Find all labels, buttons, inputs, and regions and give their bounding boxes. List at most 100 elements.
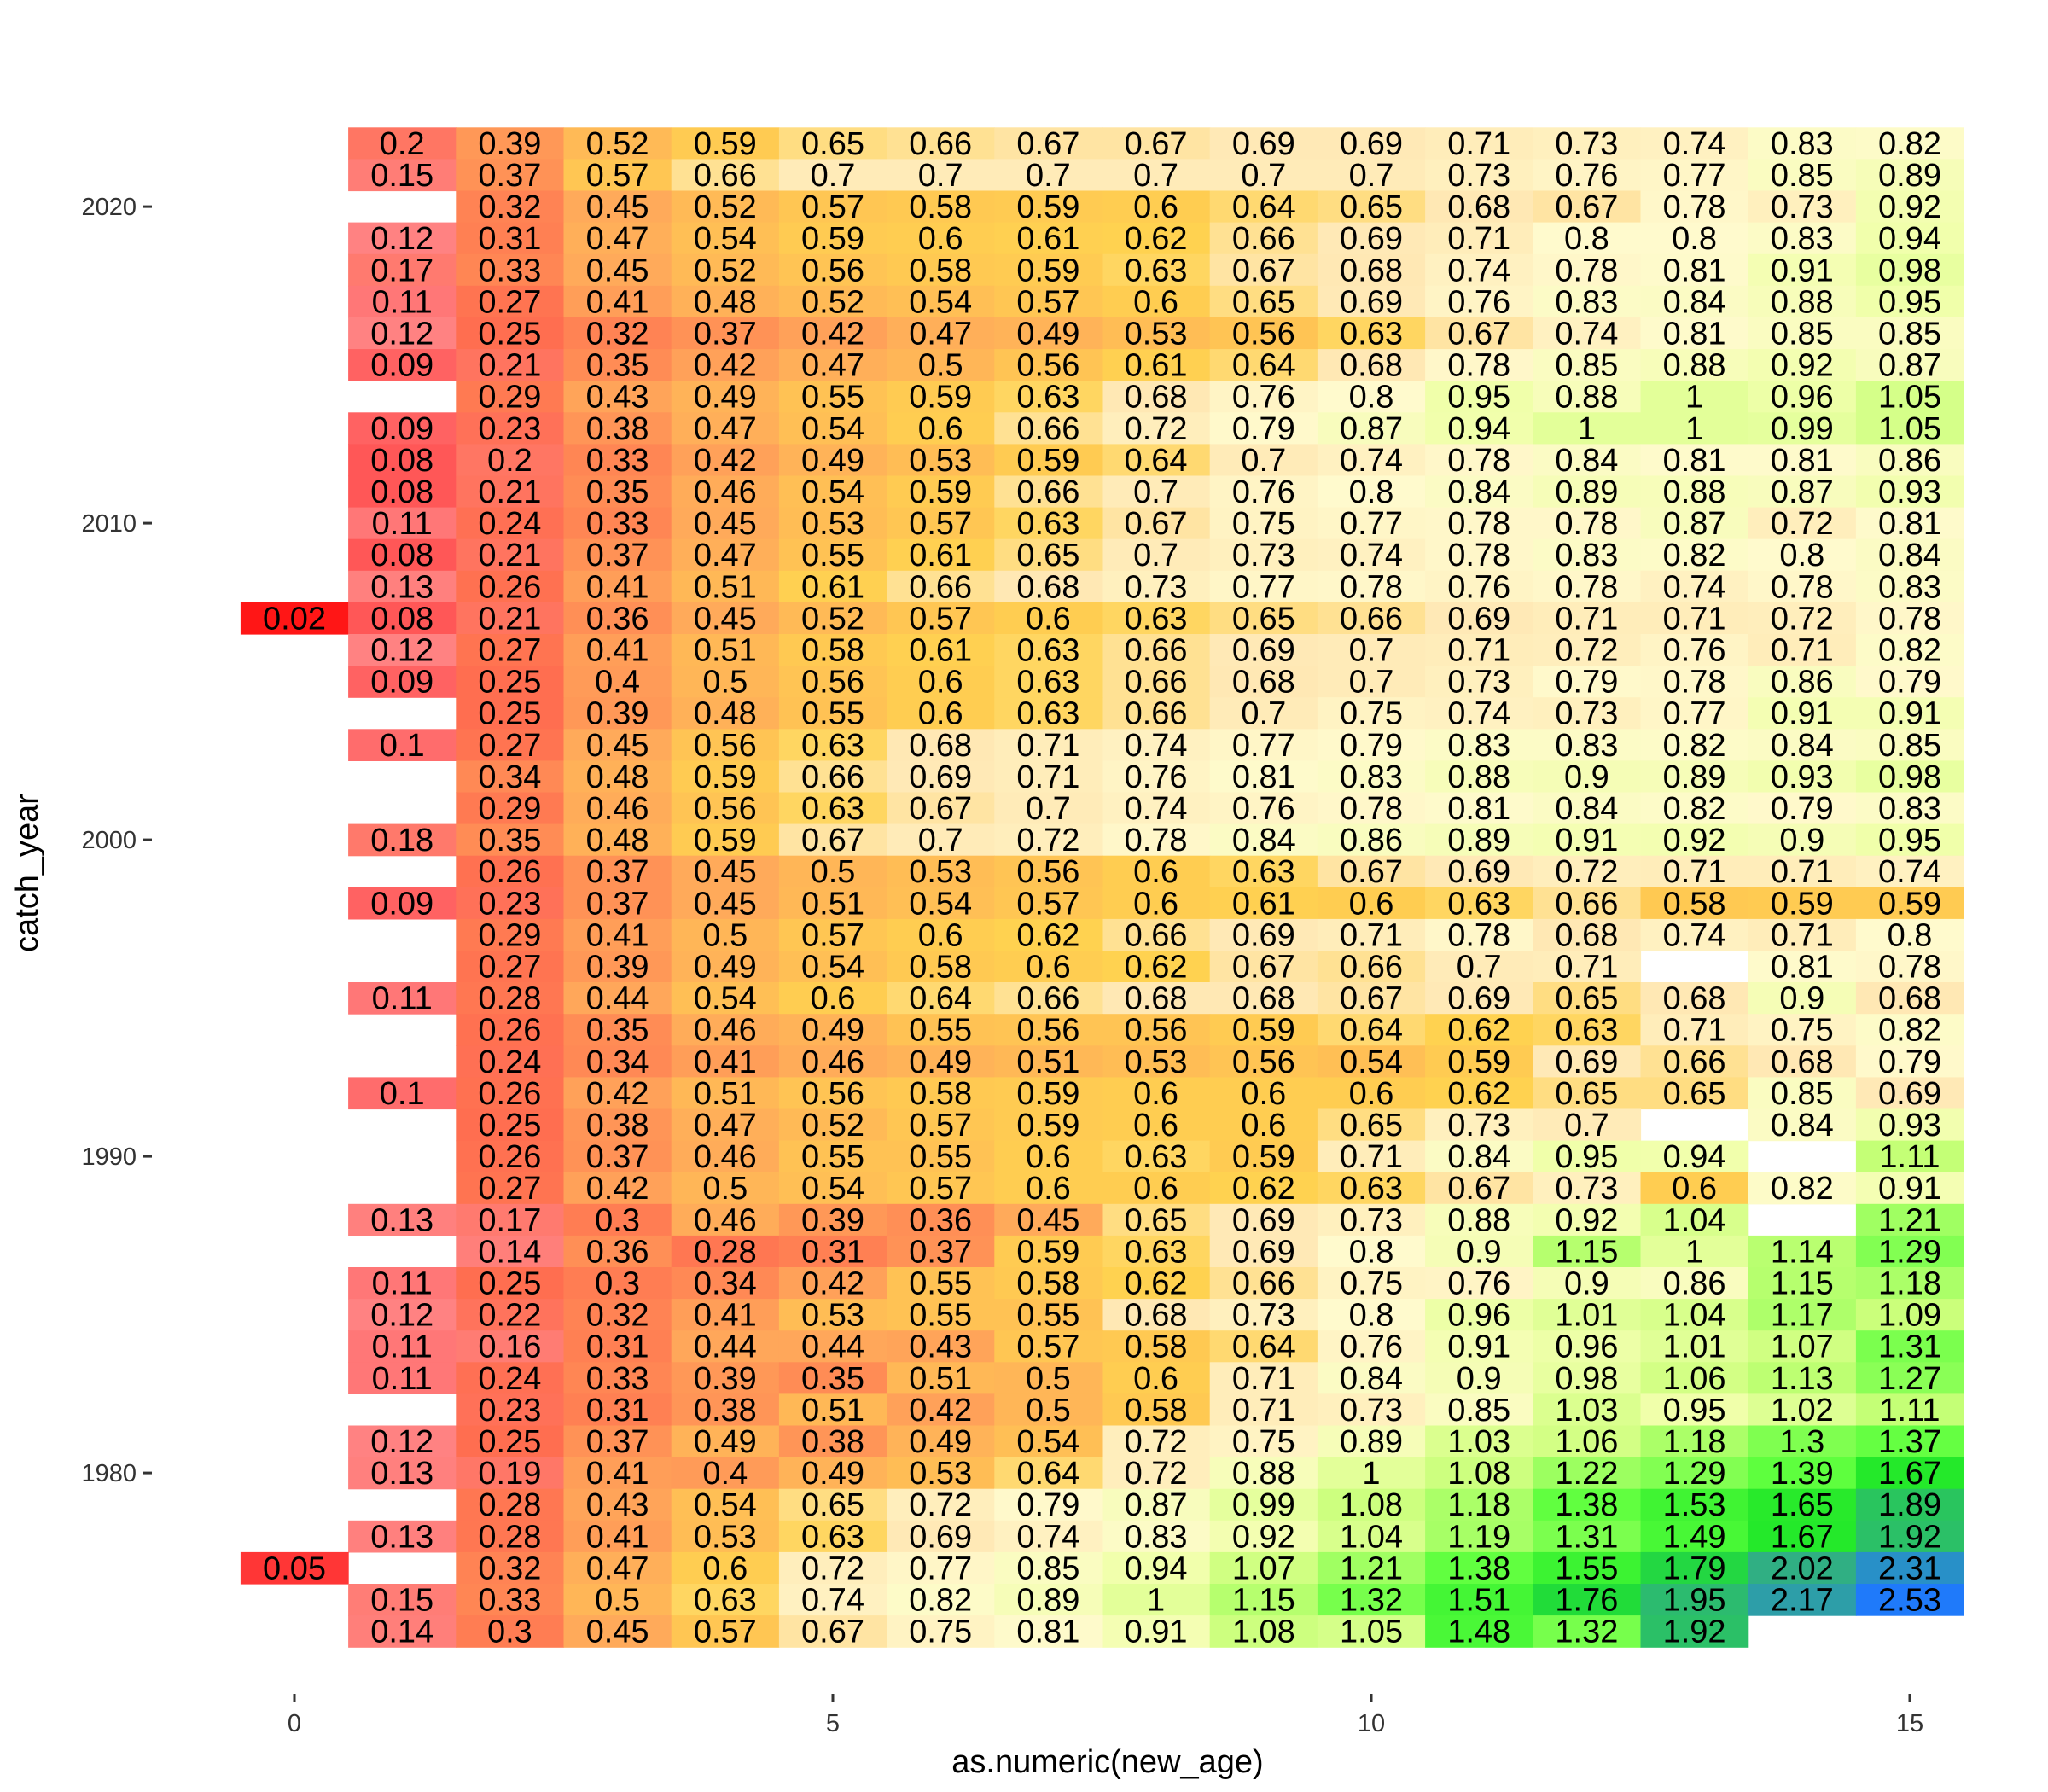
heatmap-cell — [994, 253, 1103, 287]
cell-value-label: 0.59 — [694, 823, 757, 858]
cell-value-label: 0.27 — [478, 1171, 541, 1207]
heatmap-cell — [1102, 1615, 1211, 1648]
cell-value-label: 0.47 — [586, 1551, 649, 1586]
heatmap-cell — [1209, 634, 1318, 666]
cell-value-label: 0.11 — [372, 1361, 433, 1397]
cell-value-label: 0.52 — [586, 126, 649, 162]
heatmap-cell — [1102, 666, 1211, 698]
heatmap-cell — [1425, 951, 1533, 983]
cell-value-label: 0.76 — [1555, 158, 1618, 194]
heatmap-cell — [887, 1299, 995, 1331]
heatmap-cell — [1748, 253, 1857, 287]
heatmap-cell — [994, 507, 1103, 540]
cell-value-label: 0.45 — [1016, 1202, 1079, 1238]
cell-value-label: 0.71 — [1771, 854, 1834, 890]
cell-value-label: 0.37 — [909, 1234, 972, 1270]
heatmap-cell — [887, 855, 995, 888]
cell-value-label: 0.78 — [1447, 538, 1510, 573]
heatmap-cell — [1533, 697, 1642, 730]
heatmap-cell — [1209, 127, 1318, 160]
cell-value-label: 0.65 — [1340, 189, 1403, 225]
heatmap-cell — [1209, 444, 1318, 477]
heatmap-cell — [563, 982, 672, 1015]
cell-value-label: 0.67 — [1340, 854, 1403, 890]
heatmap-cell — [1425, 1488, 1533, 1521]
heatmap-cell — [1317, 982, 1426, 1015]
heatmap-cell — [1533, 412, 1642, 445]
cell-value-label: 0.57 — [801, 189, 864, 225]
heatmap-cell — [1748, 1108, 1857, 1142]
cell-value-label: 0.49 — [1016, 317, 1079, 352]
heatmap-cell — [1855, 1457, 1964, 1490]
heatmap-cell — [671, 1584, 780, 1616]
heatmap-cell — [887, 982, 995, 1015]
cell-value-label: 0.76 — [1125, 759, 1188, 795]
cell-value-label: 0.31 — [586, 1393, 649, 1428]
heatmap-cell — [1748, 349, 1857, 381]
heatmap-cell — [1425, 285, 1533, 318]
heatmap-cell — [1425, 381, 1533, 413]
heatmap-cell — [563, 159, 672, 192]
cell-value-label: 0.35 — [586, 474, 649, 510]
heatmap-cell — [994, 1393, 1103, 1427]
cell-value-label: 1.92 — [1663, 1615, 1726, 1650]
cell-value-label: 0.49 — [801, 1013, 864, 1049]
cell-value-label: 1.08 — [1232, 1615, 1295, 1650]
heatmap-cell — [1209, 602, 1318, 635]
cell-value-label: 0.72 — [1016, 823, 1079, 858]
cell-value-label: 0.53 — [909, 443, 972, 479]
cell-value-label: 0.59 — [909, 474, 972, 510]
cell-value-label: 0.13 — [370, 1519, 433, 1555]
heatmap-cell — [887, 760, 995, 794]
cell-value-label: 0.63 — [1016, 665, 1079, 701]
cell-value-label: 0.69 — [1447, 981, 1510, 1017]
heatmap-cell — [1640, 729, 1749, 761]
heatmap-cell — [1102, 951, 1211, 983]
heatmap-cell — [1425, 349, 1533, 381]
cell-value-label: 0.63 — [1447, 886, 1510, 922]
cell-value-label: 0.67 — [1232, 253, 1295, 288]
heatmap-cell — [456, 1108, 565, 1142]
cell-value-label: 0.37 — [586, 886, 649, 922]
heatmap-cell — [1640, 1045, 1749, 1078]
cell-value-label: 0.51 — [801, 886, 864, 922]
heatmap-cell — [456, 1172, 565, 1205]
cell-value-label: 0.35 — [586, 348, 649, 384]
heatmap-cell — [456, 1551, 565, 1585]
heatmap-cell — [348, 253, 457, 287]
cell-value-label: 0.28 — [478, 1487, 541, 1523]
cell-value-label: 0.59 — [909, 380, 972, 416]
cell-value-label: 0.76 — [1447, 569, 1510, 605]
heatmap-cell — [348, 982, 457, 1015]
heatmap-cell — [456, 1140, 565, 1173]
heatmap-cell — [887, 507, 995, 540]
heatmap-cell — [778, 666, 887, 698]
cell-value-label: 0.85 — [1878, 317, 1941, 352]
cell-value-label: 0.56 — [1125, 1013, 1188, 1049]
cell-value-label: 0.08 — [370, 538, 433, 573]
heatmap-cell — [1317, 349, 1426, 381]
cell-value-label: 0.89 — [1663, 759, 1726, 795]
cell-value-label: 0.56 — [694, 791, 757, 827]
cell-value-label: 0.7 — [1133, 538, 1178, 573]
heatmap-cell — [994, 1425, 1103, 1458]
heatmap-cell — [778, 1235, 887, 1268]
cell-value-label: 0.49 — [694, 380, 757, 416]
heatmap-cell — [778, 349, 887, 381]
cell-value-label: 0.65 — [1663, 1076, 1726, 1112]
heatmap-cell — [1640, 1077, 1749, 1110]
cell-value-label: 0.15 — [370, 1583, 433, 1619]
cell-value-label: 1.29 — [1663, 1456, 1726, 1492]
heatmap-cell — [1533, 792, 1642, 825]
heatmap-cell — [778, 190, 887, 224]
cell-value-label: 0.83 — [1125, 1519, 1188, 1555]
heatmap-cell — [1102, 855, 1211, 888]
cell-value-label: 0.51 — [694, 1076, 757, 1112]
cell-value-label: 0.39 — [586, 696, 649, 732]
cell-value-label: 0.91 — [1555, 823, 1618, 858]
cell-value-label: 0.9 — [1564, 1266, 1609, 1302]
heatmap-cell — [1748, 381, 1857, 413]
cell-value-label: 0.08 — [370, 601, 433, 637]
heatmap-cell — [1209, 475, 1318, 509]
